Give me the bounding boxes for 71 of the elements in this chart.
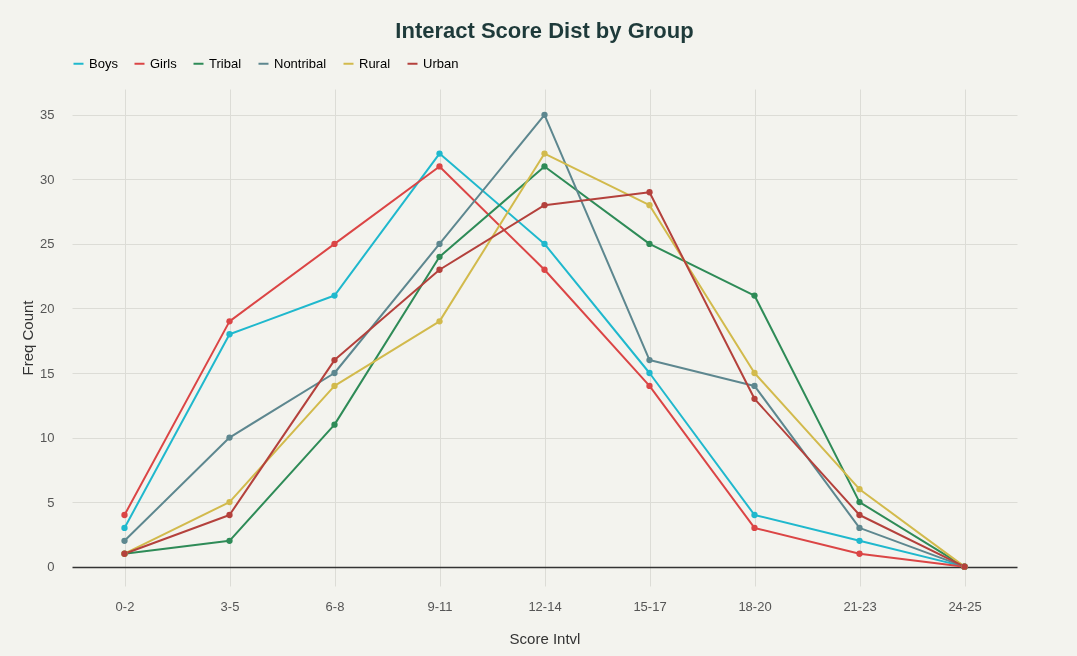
point xyxy=(226,434,233,441)
point xyxy=(436,240,443,248)
point xyxy=(226,318,233,325)
legend-label: Tribal xyxy=(209,55,242,71)
point xyxy=(856,498,863,506)
x-tick-label: 6-8 xyxy=(325,598,345,614)
point xyxy=(751,511,758,519)
point xyxy=(541,240,548,248)
point xyxy=(646,369,653,377)
point xyxy=(331,421,338,428)
x-tick-label: 24-25 xyxy=(948,598,982,614)
y-axis-title: Freq Count xyxy=(19,299,37,376)
x-tick-label: 0-2 xyxy=(115,598,135,614)
point xyxy=(751,382,758,390)
point xyxy=(331,356,338,364)
point xyxy=(331,292,338,299)
point xyxy=(541,202,548,209)
point xyxy=(856,486,863,493)
point xyxy=(541,266,548,273)
y-tick-label: 15 xyxy=(40,365,55,381)
point xyxy=(436,266,443,273)
point xyxy=(226,331,233,338)
point xyxy=(331,240,338,248)
y-tick-label: 30 xyxy=(40,171,55,187)
point xyxy=(226,511,233,519)
point xyxy=(856,550,863,557)
x-tick-label: 18-20 xyxy=(738,598,772,614)
point xyxy=(751,369,758,377)
point xyxy=(226,537,233,544)
point xyxy=(646,202,653,209)
y-tick-label: 5 xyxy=(47,494,55,510)
point xyxy=(436,253,443,260)
point xyxy=(646,189,653,196)
point xyxy=(856,524,863,532)
y-tick-label: 20 xyxy=(40,300,55,316)
point xyxy=(121,511,128,519)
point xyxy=(646,382,653,390)
legend-label: Girls xyxy=(150,55,178,71)
x-tick-label: 12-14 xyxy=(528,598,562,614)
legend-label: Urban xyxy=(423,55,459,71)
point xyxy=(751,292,758,299)
point xyxy=(226,498,233,506)
chart-title: Interact Score Dist by Group xyxy=(395,18,694,43)
point xyxy=(751,524,758,532)
point xyxy=(541,111,548,118)
x-tick-label: 21-23 xyxy=(843,598,877,614)
point xyxy=(436,150,443,157)
point xyxy=(121,537,128,544)
point xyxy=(646,356,653,364)
point xyxy=(646,240,653,248)
y-tick-label: 25 xyxy=(40,236,55,252)
legend-label: Rural xyxy=(359,55,391,71)
x-tick-label: 3-5 xyxy=(220,598,240,614)
x-tick-label: 15-17 xyxy=(633,598,667,614)
point xyxy=(541,163,548,170)
point xyxy=(436,163,443,170)
y-tick-label: 10 xyxy=(40,430,55,446)
legend-label: Boys xyxy=(89,55,119,71)
point xyxy=(436,318,443,325)
point xyxy=(331,382,338,390)
y-tick-label: 35 xyxy=(40,107,55,123)
point xyxy=(121,524,128,532)
point xyxy=(331,369,338,377)
point xyxy=(856,511,863,519)
point xyxy=(541,150,548,157)
x-axis-title: Score Intvl xyxy=(509,629,581,647)
point xyxy=(856,537,863,544)
y-tick-label: 0 xyxy=(47,559,55,575)
point xyxy=(751,395,758,402)
x-tick-label: 9-11 xyxy=(427,598,453,614)
legend-label: Nontribal xyxy=(274,55,327,71)
